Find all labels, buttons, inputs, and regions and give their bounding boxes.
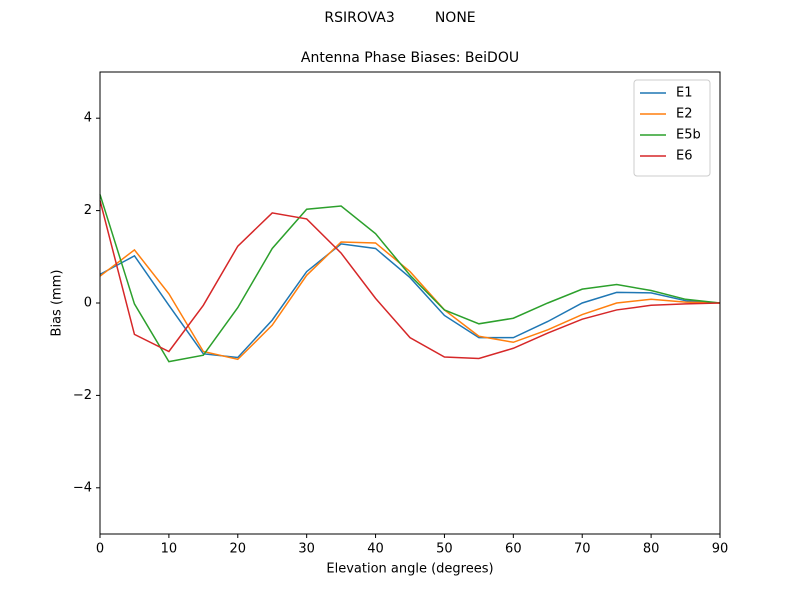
plot-frame <box>99 71 721 535</box>
series-line <box>99 243 721 359</box>
x-tick-label: 60 <box>505 542 522 557</box>
x-tick-label: 10 <box>161 542 178 557</box>
x-tick-label: 30 <box>298 542 315 557</box>
x-tick-label: 40 <box>367 542 384 557</box>
x-tick-label: 80 <box>643 542 660 557</box>
x-tick-label: 70 <box>574 542 591 557</box>
legend-label: E2 <box>676 107 693 122</box>
y-tick-label: 0 <box>84 296 92 311</box>
legend-label: E1 <box>676 86 693 101</box>
series-line <box>99 200 721 360</box>
x-tick-label: 0 <box>96 542 104 557</box>
x-tick-label: 20 <box>230 542 247 557</box>
suptitle: RSIROVA3 NONE <box>324 10 475 26</box>
x-tick-label: 90 <box>712 542 729 557</box>
legend-label: E5b <box>676 128 701 143</box>
x-tick-label: 50 <box>436 542 453 557</box>
series-line <box>99 241 721 361</box>
y-tick-label: 4 <box>84 111 92 126</box>
y-tick-label: 2 <box>84 203 92 218</box>
series-line <box>99 194 721 363</box>
legend-label: E6 <box>676 149 693 164</box>
y-tick-label: −4 <box>73 480 92 495</box>
x-axis-label: Elevation angle (degrees) <box>326 562 493 577</box>
y-axis-label: Bias (mm) <box>50 270 65 337</box>
chart-title: Antenna Phase Biases: BeiDOU <box>301 50 519 66</box>
y-tick-label: −2 <box>73 388 92 403</box>
legend-box <box>633 79 711 177</box>
